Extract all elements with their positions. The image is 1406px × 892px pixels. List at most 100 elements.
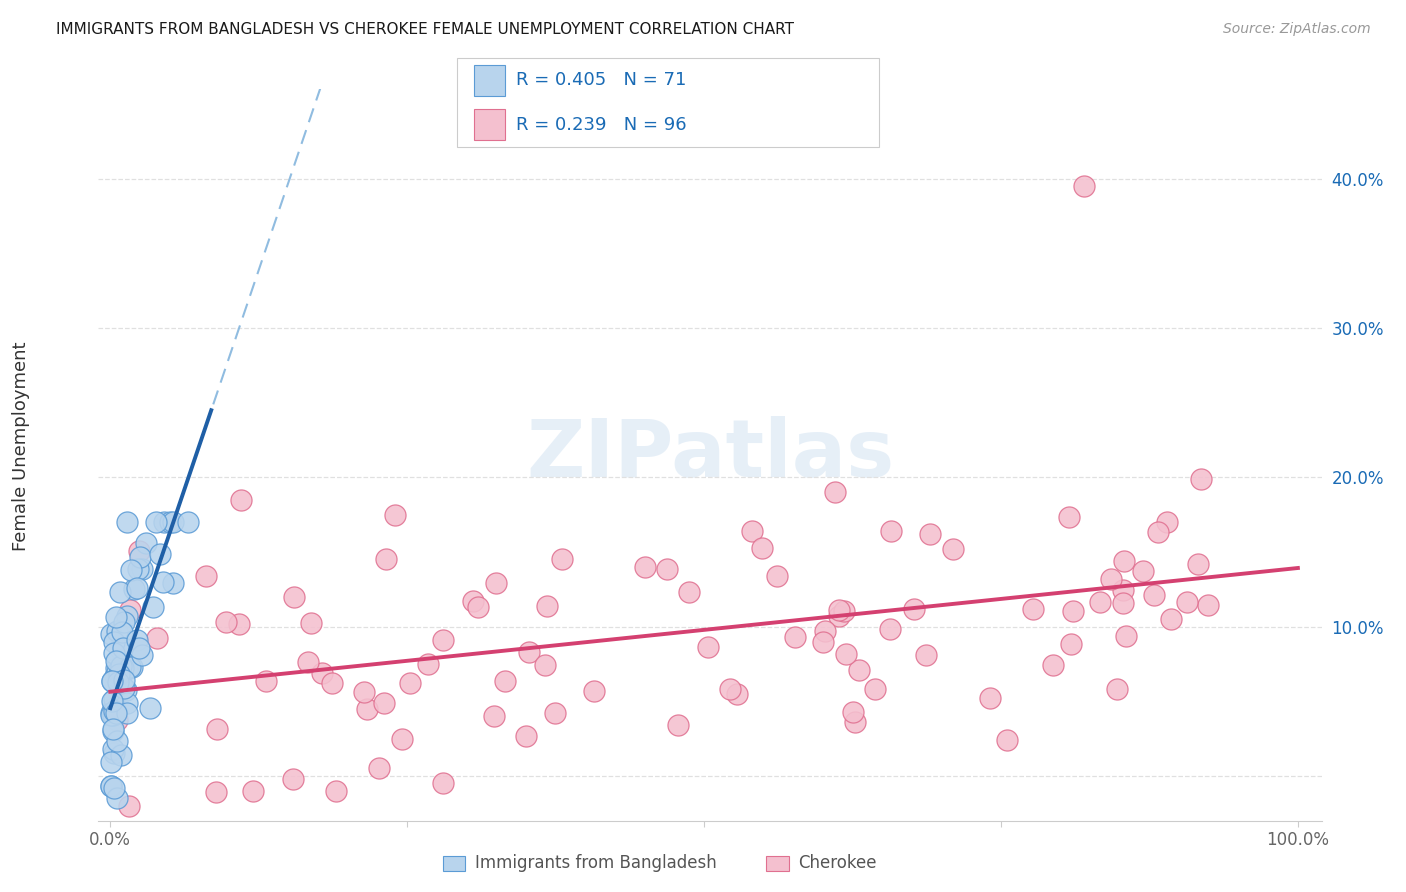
Point — [125, 581, 148, 595]
Point — [1197, 599, 1219, 613]
Point — [118, 798, 141, 813]
Text: Female Unemployment: Female Unemployment — [13, 342, 30, 550]
Point — [101, 708, 124, 723]
Point — [229, 492, 252, 507]
Point — [120, 602, 142, 616]
Point — [105, 791, 128, 805]
Point — [105, 703, 128, 717]
Point — [1111, 582, 1133, 597]
Point — [827, 609, 849, 624]
Point — [1175, 595, 1198, 609]
Point — [880, 524, 903, 538]
Point — [100, 755, 122, 769]
Point — [101, 742, 124, 756]
Point — [824, 484, 846, 499]
Point — [482, 708, 505, 723]
Point — [112, 681, 135, 695]
Point — [995, 732, 1018, 747]
Point — [918, 526, 941, 541]
Point — [356, 702, 378, 716]
Point — [281, 772, 304, 786]
Point — [103, 700, 125, 714]
Text: ZIPatlas: ZIPatlas — [526, 416, 894, 494]
Point — [256, 673, 278, 688]
Point — [432, 776, 454, 790]
Point — [534, 657, 557, 672]
Point — [103, 781, 125, 796]
Point — [828, 603, 851, 617]
Point — [242, 784, 264, 798]
Point — [1160, 612, 1182, 626]
Point — [112, 615, 135, 630]
Point — [1060, 637, 1083, 651]
Point — [515, 729, 537, 743]
Point — [432, 633, 454, 648]
Point — [100, 779, 122, 793]
Point — [127, 562, 149, 576]
Point — [103, 746, 125, 760]
Point — [903, 602, 925, 616]
Text: R = 0.405   N = 71: R = 0.405 N = 71 — [516, 71, 686, 89]
Point — [122, 582, 145, 596]
Point — [100, 708, 122, 723]
Point — [485, 575, 508, 590]
Point — [375, 552, 398, 566]
Point — [118, 660, 141, 674]
Point — [1090, 595, 1112, 609]
Point — [384, 508, 406, 522]
Point — [297, 655, 319, 669]
Point — [1062, 604, 1084, 618]
Point — [128, 544, 150, 558]
Point — [101, 723, 124, 737]
Point — [550, 552, 572, 566]
Point — [215, 615, 238, 629]
Point — [112, 673, 135, 688]
Point — [543, 706, 565, 720]
Point — [145, 515, 167, 529]
Point — [110, 747, 132, 762]
Point — [844, 715, 866, 730]
Point — [100, 780, 122, 794]
Point — [103, 691, 125, 706]
Text: IMMIGRANTS FROM BANGLADESH VS CHEROKEE FEMALE UNEMPLOYMENT CORRELATION CHART: IMMIGRANTS FROM BANGLADESH VS CHEROKEE F… — [56, 22, 794, 37]
Point — [848, 663, 870, 677]
Point — [176, 515, 198, 529]
Point — [162, 515, 184, 529]
Point — [128, 550, 150, 565]
Point — [751, 541, 773, 556]
Point — [115, 662, 138, 676]
Point — [655, 562, 678, 576]
Point — [634, 560, 657, 574]
Point — [583, 684, 606, 698]
Point — [107, 641, 129, 656]
Point — [139, 701, 162, 715]
Point — [135, 535, 157, 549]
Point — [718, 682, 741, 697]
Point — [105, 624, 128, 639]
Point — [835, 647, 858, 661]
Point — [536, 599, 558, 613]
Point — [105, 665, 128, 679]
Point — [697, 640, 720, 655]
Point — [105, 661, 128, 675]
Point — [979, 690, 1001, 705]
Point — [205, 722, 228, 736]
Point — [103, 724, 125, 739]
Point — [879, 622, 901, 636]
Text: Source: ZipAtlas.com: Source: ZipAtlas.com — [1223, 22, 1371, 37]
Point — [107, 678, 129, 692]
Point — [131, 648, 153, 662]
Point — [159, 515, 181, 529]
Point — [125, 633, 148, 648]
Text: Immigrants from Bangladesh: Immigrants from Bangladesh — [475, 855, 717, 872]
Point — [146, 631, 169, 645]
Point — [228, 617, 250, 632]
Point — [678, 585, 700, 599]
Point — [1187, 557, 1209, 571]
Point — [149, 547, 172, 561]
Point — [152, 574, 174, 589]
Point — [832, 604, 855, 618]
Point — [1099, 572, 1122, 586]
Point — [1146, 524, 1168, 539]
Point — [741, 524, 763, 539]
